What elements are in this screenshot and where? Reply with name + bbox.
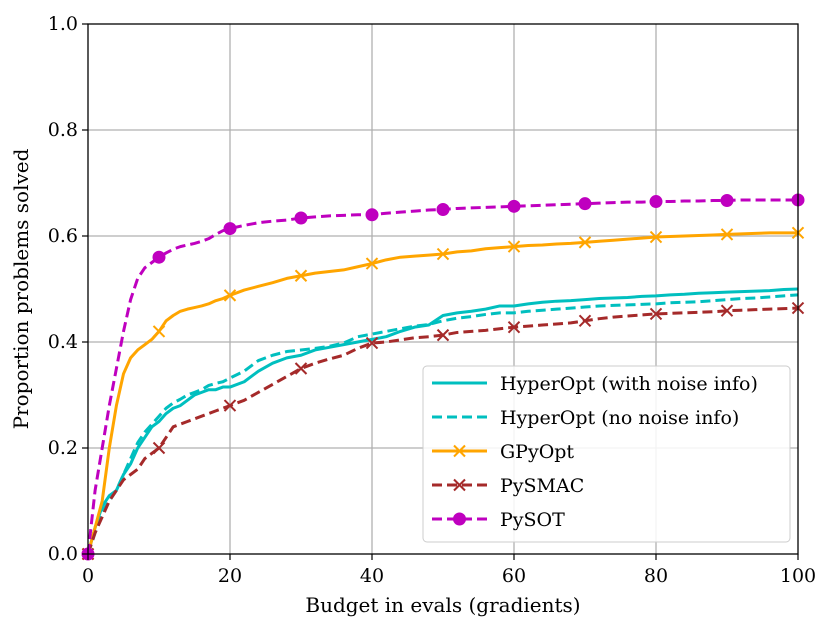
data-point-marker [152,325,166,338]
x-tick-label: 20 [218,565,242,587]
data-point-marker [649,195,663,209]
x-tick-label: 0 [82,565,94,587]
legend-entry: HyperOpt (no noise info) [432,407,739,429]
legend-label: PySOT [500,509,565,531]
legend-entry: PySOT [432,509,565,531]
data-point-marker [436,247,450,261]
data-point-marker [649,307,663,321]
data-point-marker [649,230,663,244]
x-tick-label: 80 [644,565,668,587]
legend-box [422,365,791,543]
data-point-marker [294,211,308,225]
data-point-marker [223,399,237,412]
data-point-marker [720,304,734,317]
data-point-marker [223,222,237,236]
data-point-marker [152,250,166,264]
y-tick-label: 0.0 [48,543,78,565]
y-tick-label: 0.6 [48,225,78,247]
legend-label: HyperOpt (no noise info) [500,407,739,429]
data-point-marker [507,199,521,213]
legend-entry: PySMAC [432,475,584,497]
y-tick-label: 0.2 [48,437,78,459]
data-point-marker [365,208,379,222]
series-pysot [81,193,805,561]
legend-entry: HyperOpt (with noise info) [432,373,758,395]
legend-marker [453,478,466,492]
x-tick-label: 60 [502,565,526,587]
data-point-marker [294,362,308,375]
y-axis-label: Proportion problems solved [9,148,33,429]
axis-ticks: 0 20 40 60 80 100 0.0 0.2 0.4 0.6 0.8 1.0 [48,13,816,587]
y-tick-label: 0.4 [48,331,78,353]
data-point-marker [720,228,734,241]
data-point-marker [507,320,521,334]
legend-marker [453,512,466,526]
series-hyperopt-with-noise-info [86,287,799,555]
x-tick-label: 40 [360,565,384,587]
legend-label: HyperOpt (with noise info) [500,373,758,395]
data-point-marker [294,269,308,282]
legend-marker [453,444,466,458]
y-tick-label: 1.0 [48,13,78,35]
y-tick-label: 0.8 [48,119,78,141]
plot-series [81,193,805,561]
data-point-marker [507,240,521,253]
data-point-marker [720,193,734,207]
data-point-marker [223,289,237,302]
plot-frame [87,23,799,555]
data-point-marker [152,441,166,455]
data-point-marker [578,314,592,328]
series-hyperopt-no-noise-info [86,293,799,555]
data-point-marker [436,203,450,216]
legend-label: GPyOpt [500,441,574,463]
x-axis-label: Budget in evals (gradients) [305,593,580,617]
legend-label: PySMAC [500,475,584,497]
data-point-marker [578,236,592,249]
legend: HyperOpt (with noise info) HyperOpt (no n… [422,365,791,543]
data-point-marker [436,328,450,342]
series-line [86,293,799,555]
series-line [86,287,799,555]
data-point-marker [365,257,379,270]
legend-entry: GPyOpt [432,441,574,463]
x-tick-label: 100 [780,565,816,587]
data-point-marker [578,197,592,211]
data-point-marker [365,336,379,350]
